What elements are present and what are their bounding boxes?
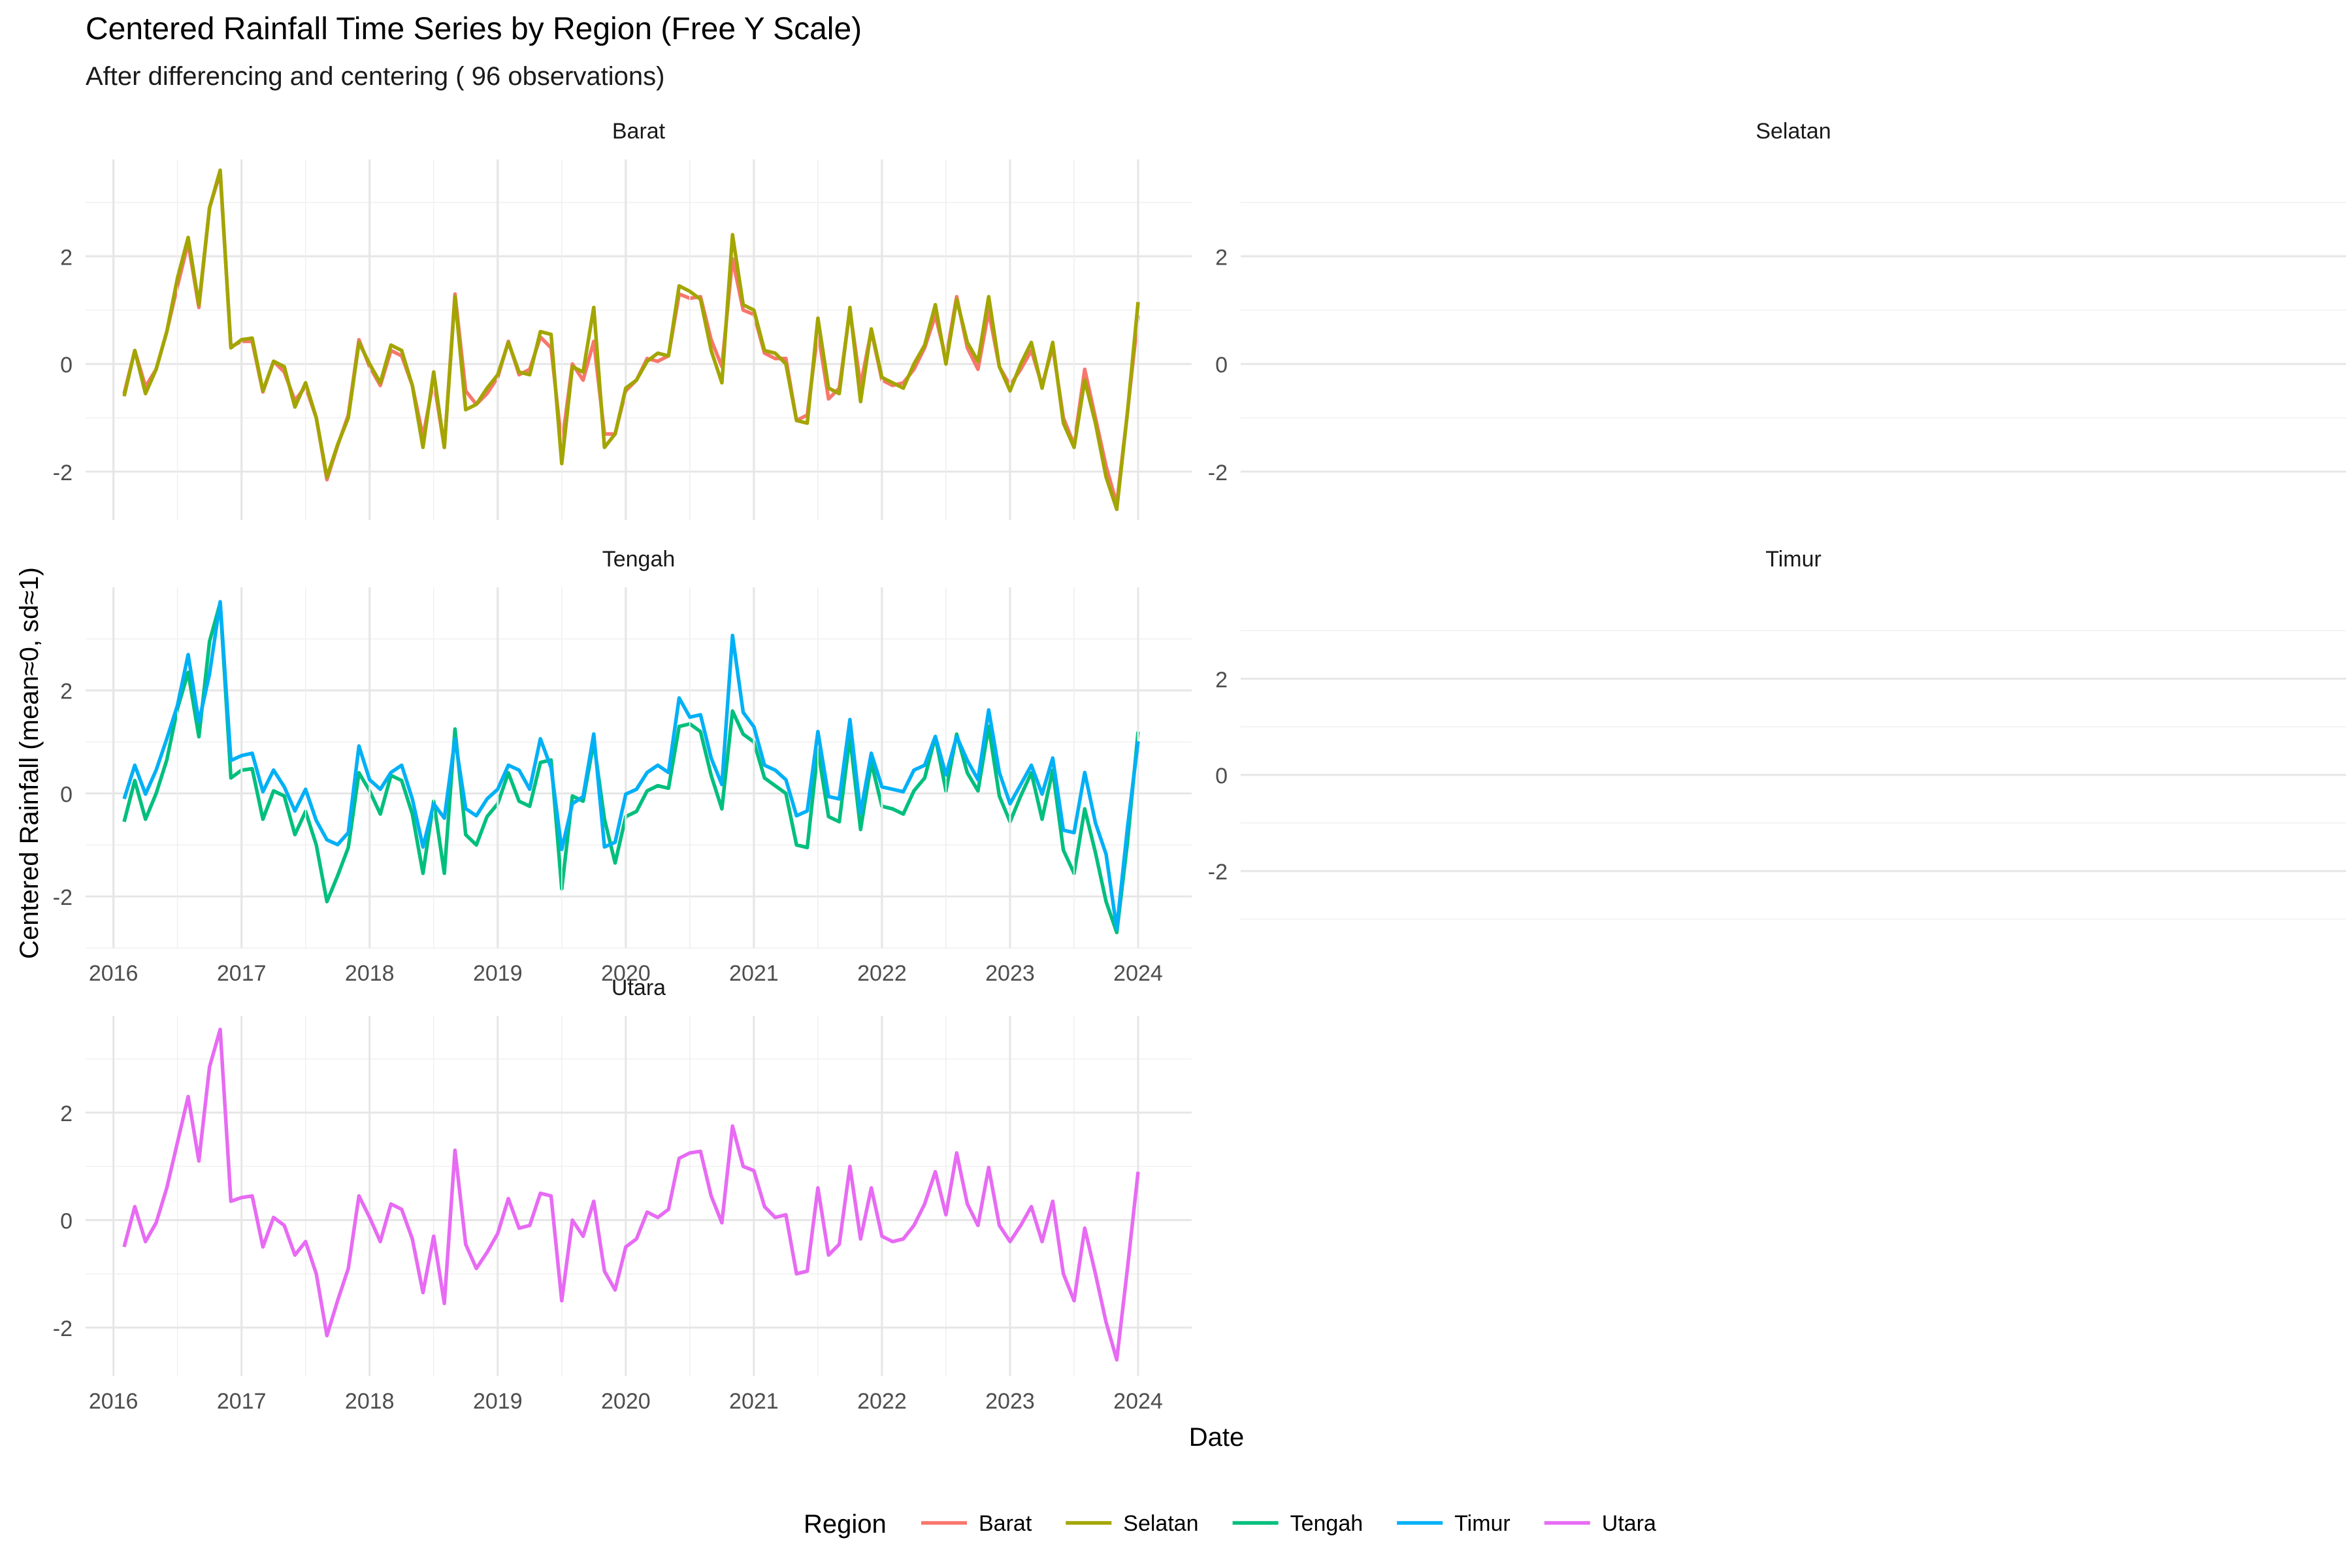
legend-label: Tengah: [1290, 1511, 1364, 1536]
x-tick-label: 2022: [857, 1389, 907, 1414]
series-line-utara: [122, 1027, 1140, 1362]
facet-label-tengah: Tengah: [602, 547, 676, 572]
x-tick-label: 2021: [729, 961, 779, 986]
y-tick-label: 0: [1215, 353, 1228, 378]
x-tick-label: 2023: [985, 961, 1035, 986]
y-tick-label: 2: [60, 245, 73, 270]
x-axis-label: Date: [1189, 1423, 1245, 1452]
panel-utara: -2 0 2 Utara 2016 2017 2018 2019 2020 2021 2022 202…: [53, 975, 1192, 1414]
legend-label: Timur: [1454, 1511, 1511, 1536]
y-tick-label: 2: [1215, 668, 1228, 693]
facet-label-utara: Utara: [612, 975, 666, 1000]
chart-subtitle: After differencing and centering ( 96 ob…: [86, 62, 664, 91]
y-tick-label: -2: [53, 1316, 73, 1341]
legend-label: Selatan: [1123, 1511, 1198, 1536]
legend-label: Barat: [979, 1511, 1032, 1536]
legend-item-selatan: Selatan: [1066, 1511, 1199, 1536]
x-tick-label: 2020: [601, 961, 651, 986]
facet-label-barat: Barat: [612, 119, 666, 144]
y-tick-label: -2: [53, 461, 73, 485]
x-tick-label: 2022: [857, 961, 907, 986]
panel-selatan: -2 0 2 Selatan: [112, 119, 2346, 520]
x-tick-label: 2021: [729, 1389, 779, 1414]
legend-item-utara: Utara: [1544, 1511, 1656, 1536]
legend-title: Region: [804, 1510, 887, 1539]
y-tick-label: 2: [60, 1102, 73, 1126]
y-tick-label: 0: [60, 1209, 73, 1234]
facet-panels: -2 0 2 Barat -2 0 2 Selatan -2 0 2 Tengah -2 0 2 Timur 2…: [53, 119, 2346, 1414]
x-tick-label: 2017: [217, 961, 267, 986]
y-tick-label: 0: [60, 353, 73, 378]
x-tick-label: 2017: [217, 1389, 267, 1414]
y-tick-label: 2: [60, 679, 73, 704]
y-axis-label: Centered Rainfall (mean≈0, sd≈1): [15, 567, 44, 959]
panel-timur: -2 0 2 Timur 2016 2017 2018 2019 2020 2021 2022 202…: [89, 547, 2346, 986]
facet-label-timur: Timur: [1765, 547, 1821, 572]
y-tick-label: -2: [1208, 461, 1228, 485]
x-tick-label: 2019: [473, 1389, 523, 1414]
y-tick-label: -2: [53, 885, 73, 910]
facet-label-selatan: Selatan: [1756, 119, 1831, 144]
x-tick-label: 2019: [473, 961, 523, 986]
x-tick-label: 2024: [1113, 1389, 1163, 1414]
x-tick-label: 2018: [345, 961, 395, 986]
chart-title: Centered Rainfall Time Series by Region …: [86, 12, 862, 46]
legend: Region Barat Selatan Tengah Timur Utara: [804, 1510, 1656, 1539]
legend-label: Utara: [1602, 1511, 1656, 1536]
x-tick-label: 2020: [601, 1389, 651, 1414]
legend-item-tengah: Tengah: [1232, 1511, 1364, 1536]
y-tick-label: 2: [1215, 245, 1228, 270]
series-line-selatan: [122, 168, 1140, 512]
x-tick-label: 2016: [89, 961, 139, 986]
legend-item-timur: Timur: [1397, 1511, 1511, 1536]
series-line-timur: [122, 600, 1140, 931]
x-tick-label: 2024: [1113, 961, 1163, 986]
x-tick-label: 2016: [89, 1389, 139, 1414]
x-tick-label: 2018: [345, 1389, 395, 1414]
y-tick-label: 0: [60, 782, 73, 807]
x-tick-label: 2023: [985, 1389, 1035, 1414]
y-tick-label: 0: [1215, 764, 1228, 789]
y-tick-label: -2: [1208, 860, 1228, 885]
legend-item-barat: Barat: [921, 1511, 1032, 1536]
series-line-tengah: [122, 600, 1140, 935]
